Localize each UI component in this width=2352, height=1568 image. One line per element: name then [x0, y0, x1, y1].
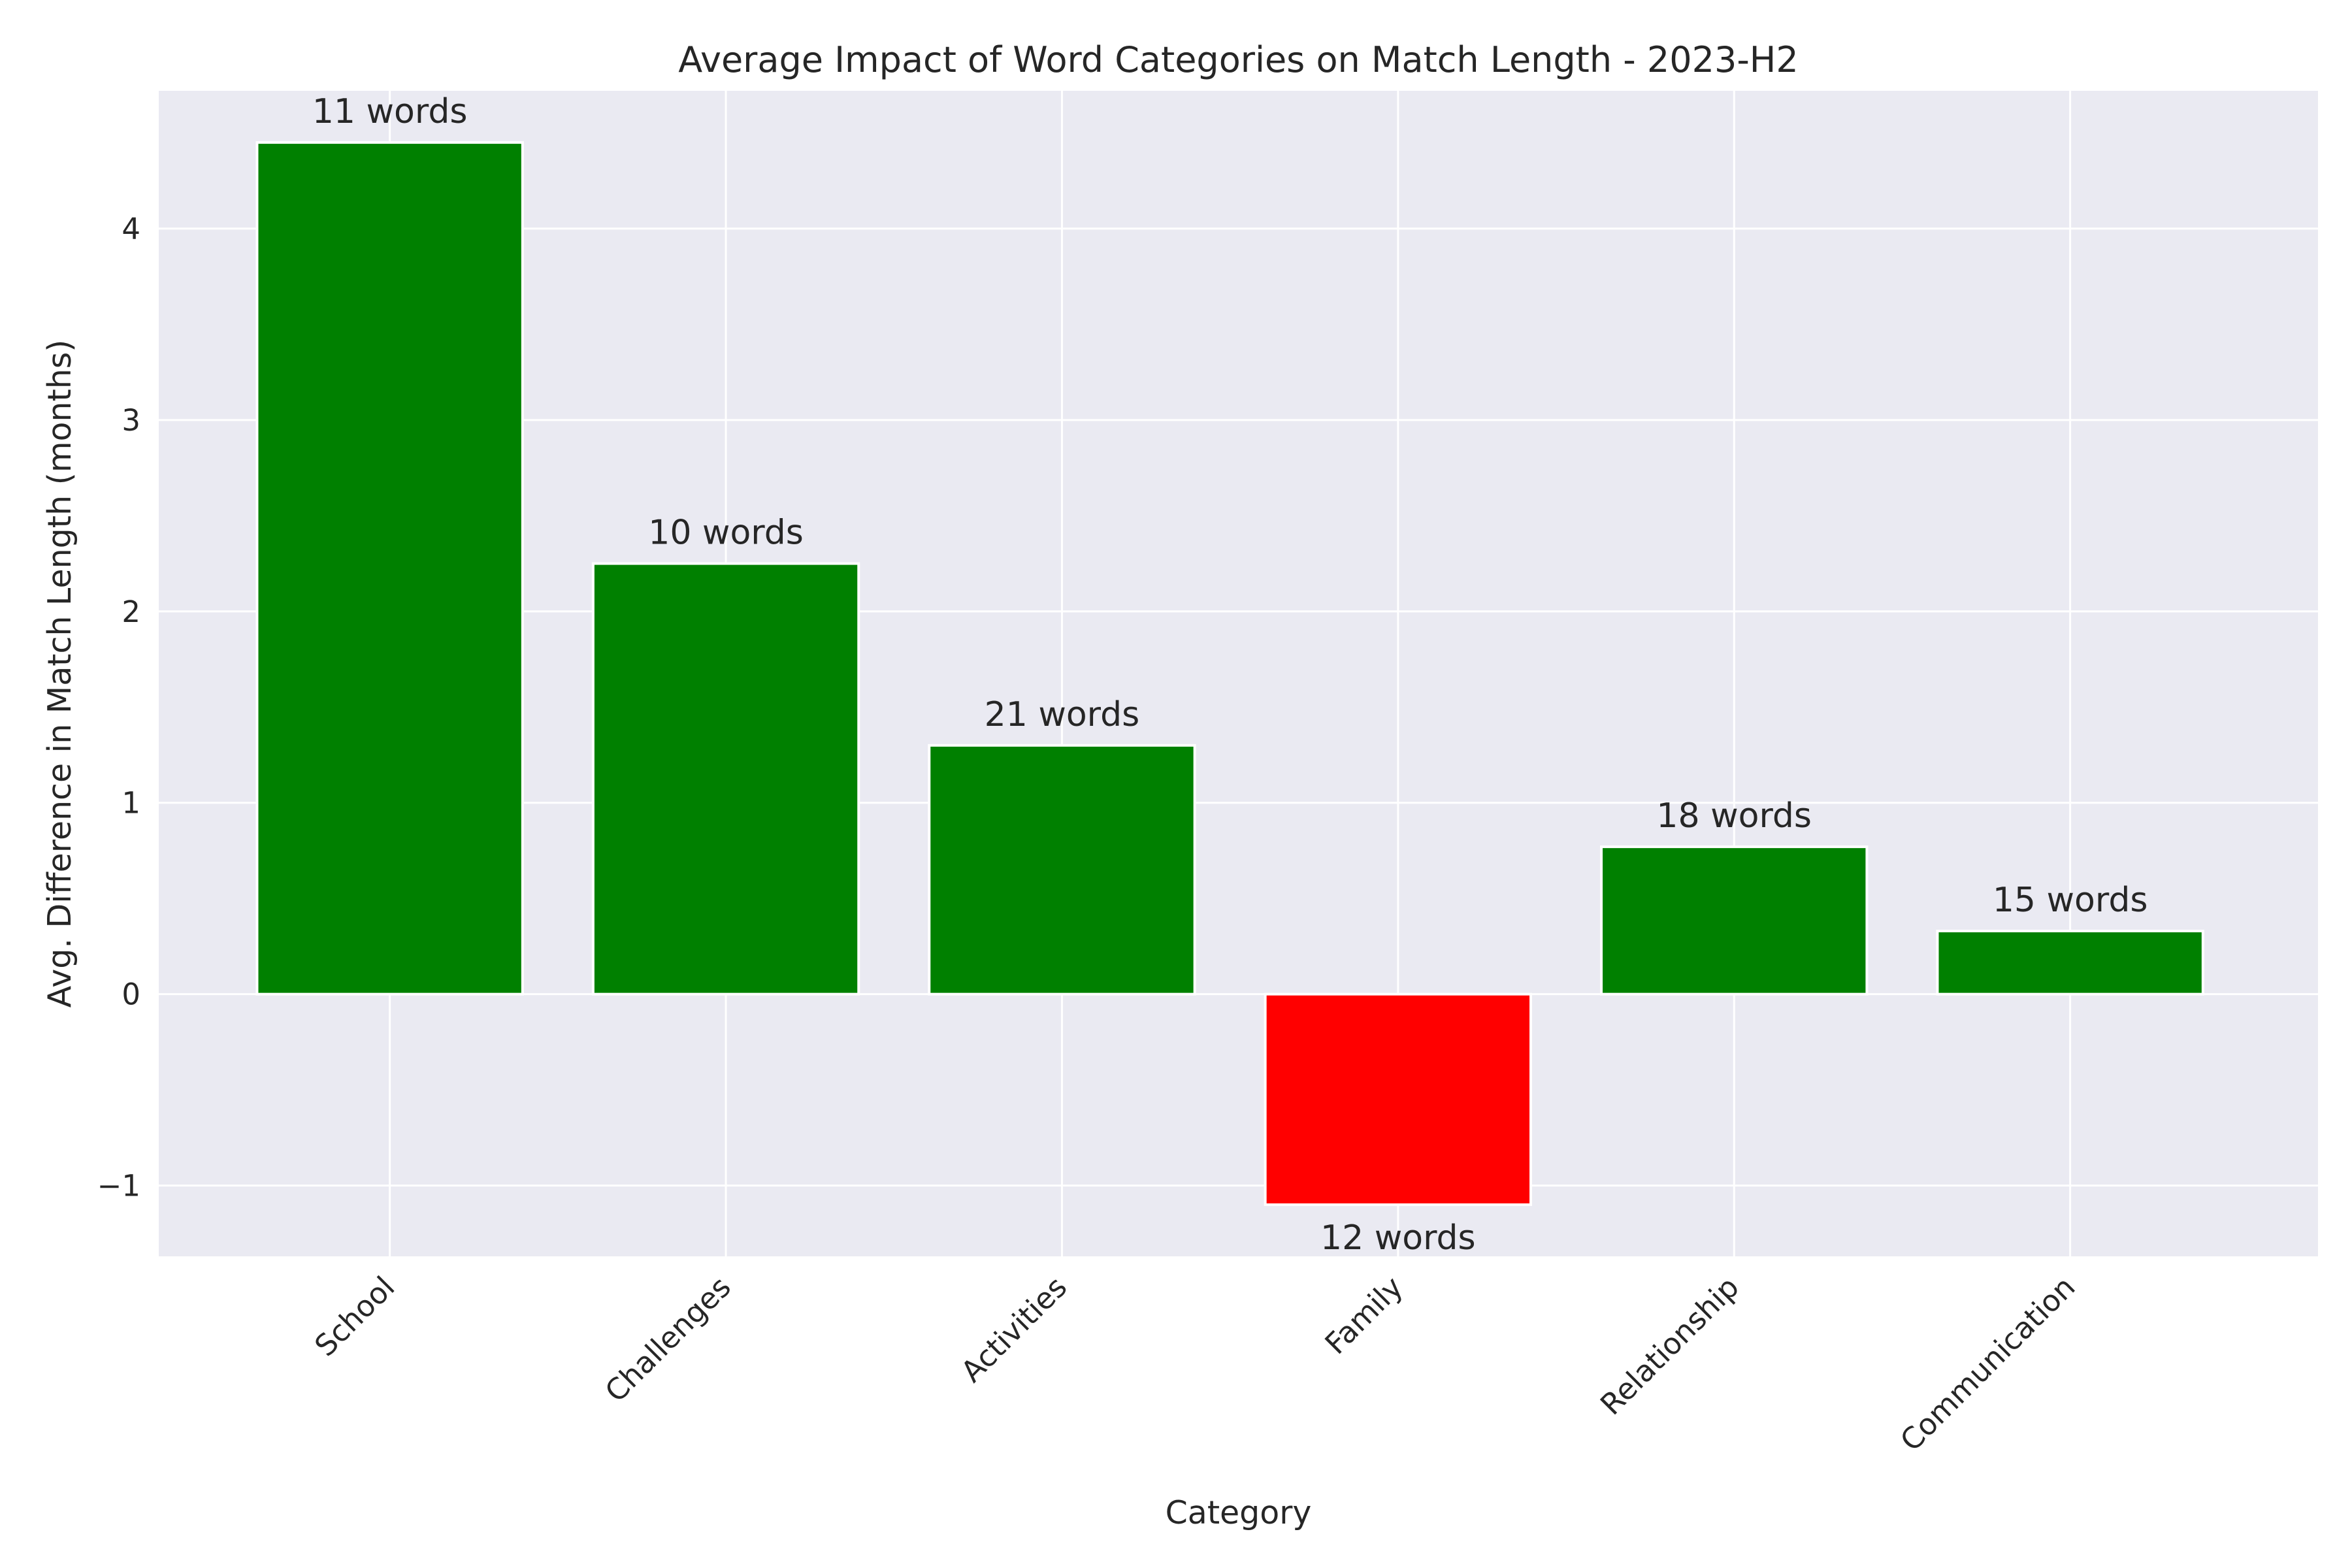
data-label: 10 words: [648, 514, 804, 553]
x-axis-ticks: School Challenges Activities Family Relation…: [308, 1269, 2082, 1458]
y-tick-label: 3: [122, 403, 140, 438]
data-label: 12 words: [1320, 1218, 1476, 1258]
x-tick-label: Activities: [955, 1269, 1074, 1389]
x-tick-label: Relationship: [1593, 1269, 1746, 1422]
data-label: 18 words: [1656, 796, 1812, 836]
x-axis-label: Category: [1166, 1494, 1312, 1531]
bar-relationship: [1600, 845, 1869, 996]
bar-school: [255, 141, 524, 996]
bar-challenges: [591, 562, 860, 996]
y-tick-label: −1: [97, 1169, 140, 1203]
y-tick-label: 4: [122, 212, 140, 246]
x-tick-label: Communication: [1893, 1269, 2082, 1458]
y-tick-label: 2: [122, 595, 140, 629]
data-label: 15 words: [1993, 881, 2148, 920]
y-tick-label: 1: [122, 786, 140, 821]
bar-communication: [1936, 930, 2204, 996]
data-label: 21 words: [985, 695, 1140, 734]
x-tick-label: Challenges: [598, 1269, 738, 1409]
y-tick-label: 0: [122, 977, 140, 1012]
x-tick-label: Family: [1318, 1269, 1410, 1361]
bar-activities: [928, 743, 1196, 996]
data-label: 11 words: [312, 92, 468, 131]
chart-title: Average Impact of Word Categories on Mat…: [678, 39, 1799, 80]
y-axis-ticks: −1 0 1 2 3 4: [97, 212, 140, 1203]
bars: [255, 141, 2204, 1206]
y-axis-label: Avg. Difference in Match Length (months): [41, 340, 78, 1008]
x-tick-label: School: [308, 1269, 401, 1363]
bar-family: [1264, 992, 1533, 1206]
data-labels: 11 words 10 words 21 words 12 words 18 words…: [312, 92, 2148, 1258]
